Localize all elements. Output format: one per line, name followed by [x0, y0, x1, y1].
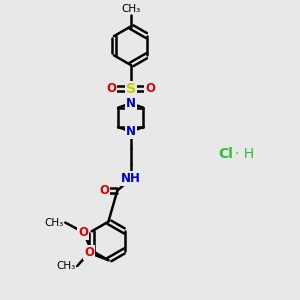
Text: O: O [106, 82, 116, 95]
Text: O: O [99, 184, 109, 197]
Text: N: N [126, 97, 136, 110]
Text: O: O [78, 226, 88, 238]
Text: Cl: Cl [218, 147, 233, 161]
Text: N: N [126, 125, 136, 138]
Text: NH: NH [121, 172, 141, 185]
Text: CH₃: CH₃ [45, 218, 64, 228]
Text: O: O [84, 246, 94, 259]
Text: O: O [145, 82, 155, 95]
Text: CH₃: CH₃ [56, 261, 76, 271]
Text: CH₃: CH₃ [121, 4, 140, 14]
Text: S: S [126, 82, 136, 96]
Text: · H: · H [235, 147, 254, 161]
